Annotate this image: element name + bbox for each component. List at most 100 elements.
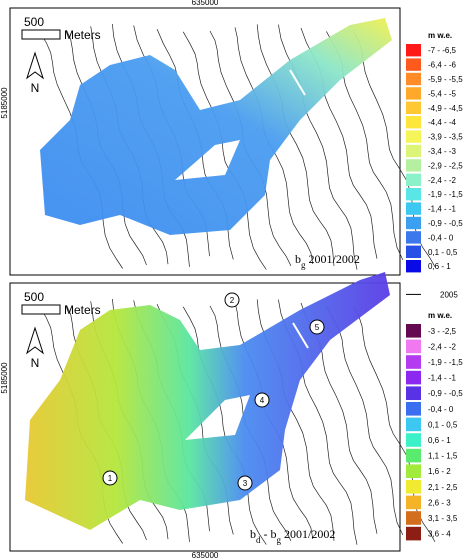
legend-label: -6,4 - -6 bbox=[428, 61, 457, 70]
legend-swatch bbox=[406, 216, 421, 230]
legend-label: -0,9 - -0,5 bbox=[428, 389, 463, 398]
contour bbox=[326, 306, 404, 536]
legend-swatch bbox=[406, 480, 421, 494]
legend-label: 0,6 - 1 bbox=[428, 262, 451, 271]
legend-title: m w.e. bbox=[428, 311, 452, 320]
marker bbox=[254, 392, 270, 408]
caption: bd - bg 2001/2002 bbox=[250, 527, 335, 545]
legend-swatch bbox=[406, 260, 421, 273]
legend-label: 3,1 - 3,5 bbox=[428, 514, 458, 523]
legend-label: 1,6 - 2 bbox=[428, 467, 451, 476]
scale-unit: Meters bbox=[64, 303, 101, 317]
front-2005 bbox=[289, 69, 306, 96]
caption-part: g bbox=[277, 535, 282, 545]
legend-label: 0,6 - 1 bbox=[428, 436, 451, 445]
legend-label: -2,9 - -2,5 bbox=[428, 161, 463, 170]
caption-part: g bbox=[301, 260, 306, 270]
legend-label: -3 - -2,5 bbox=[428, 327, 457, 336]
marker bbox=[309, 319, 325, 335]
caption-part: b bbox=[295, 252, 301, 266]
marker-label: 3 bbox=[243, 479, 248, 488]
caption-part: d bbox=[256, 535, 261, 545]
legend-swatch bbox=[406, 526, 421, 541]
axis-label: 5185000 bbox=[0, 362, 9, 394]
north-arrow bbox=[26, 326, 44, 355]
marker-label: 1 bbox=[108, 474, 113, 483]
legend-label: -1,4 - -1 bbox=[428, 374, 457, 383]
legend-label: 2,6 - 3 bbox=[428, 498, 451, 507]
legend-label: 2005 bbox=[440, 290, 458, 299]
legend-label: -3,4 - -3 bbox=[428, 147, 457, 156]
legend-label: -4,9 - -4,5 bbox=[428, 104, 463, 113]
legend-label: 2,1 - 2,5 bbox=[428, 483, 458, 492]
legend-swatch bbox=[406, 144, 421, 158]
north-arrow bbox=[26, 51, 44, 80]
legend-swatch bbox=[406, 448, 421, 463]
scale-bar bbox=[21, 304, 61, 315]
legend-swatch bbox=[406, 495, 421, 510]
scale-value: 500 bbox=[24, 15, 44, 29]
scale-unit: Meters bbox=[64, 28, 101, 42]
legend-label: 3,6 - 4 bbox=[428, 530, 451, 539]
scale-bar bbox=[21, 29, 61, 40]
legend-label: 0,1 - 0,5 bbox=[428, 420, 458, 429]
legend-label: -3,9 - -3,5 bbox=[428, 133, 463, 142]
front-2005 bbox=[292, 322, 309, 349]
axis-label: 635000 bbox=[192, 0, 219, 7]
north-label: N bbox=[31, 356, 40, 370]
north-label: N bbox=[31, 81, 40, 95]
legend-swatch bbox=[406, 202, 421, 215]
legend-label: -5,4 - -5 bbox=[428, 89, 457, 98]
legend-swatch bbox=[406, 72, 421, 86]
legend-swatch bbox=[406, 464, 421, 478]
legend-label: -2,4 - -2 bbox=[428, 342, 457, 351]
legend-swatch bbox=[406, 231, 421, 244]
axis-label: 635000 bbox=[192, 551, 219, 560]
legend-label: -5,9 - -5,5 bbox=[428, 75, 463, 84]
caption-part: b bbox=[250, 527, 256, 541]
legend-label: -1,4 - -1 bbox=[428, 205, 457, 214]
contour bbox=[182, 31, 267, 270]
legend-label: 0,1 - 0,5 bbox=[428, 248, 458, 257]
legend-swatch bbox=[406, 101, 421, 114]
marker bbox=[224, 292, 240, 308]
contour bbox=[256, 24, 335, 266]
legend-label: -2,4 - -2 bbox=[428, 176, 457, 185]
legend-swatch bbox=[406, 386, 421, 400]
legend-label: -0,4 - 0 bbox=[428, 233, 454, 242]
marker-label: 4 bbox=[260, 396, 265, 405]
legend-swatch bbox=[406, 130, 421, 143]
marker-label: 2 bbox=[230, 296, 235, 305]
legend-swatch bbox=[406, 87, 421, 100]
legend-swatch bbox=[406, 370, 421, 385]
marker bbox=[102, 470, 118, 486]
legend-label: -1,9 - -1,5 bbox=[428, 358, 463, 367]
legend-swatch bbox=[406, 433, 421, 447]
legend-swatch bbox=[406, 511, 421, 525]
legend-label: -0,9 - -0,5 bbox=[428, 219, 463, 228]
legend-swatch bbox=[406, 58, 421, 71]
legend-label: -1,9 - -1,5 bbox=[428, 190, 463, 199]
caption: bg 2001/2002 bbox=[295, 252, 360, 270]
caption-part: 2001/2002 bbox=[281, 527, 335, 541]
glacier-area bbox=[25, 272, 390, 530]
legend-label: -0,4 - 0 bbox=[428, 405, 454, 414]
legend-title: m w.e. bbox=[428, 31, 452, 40]
legend-label: -4,4 - -4 bbox=[428, 118, 457, 127]
caption-part: 2001/2002 bbox=[306, 252, 360, 266]
legend-label: 1,1 - 1,5 bbox=[428, 452, 458, 461]
contour bbox=[182, 306, 267, 545]
legend-swatch bbox=[406, 159, 421, 172]
legend-swatch bbox=[406, 44, 421, 57]
axis-label: 5185000 bbox=[0, 87, 9, 119]
glacier-area bbox=[40, 18, 392, 235]
legend-swatch bbox=[406, 402, 421, 416]
caption-part: - b bbox=[261, 527, 277, 541]
legend-swatch bbox=[406, 355, 421, 369]
legend-swatch bbox=[406, 324, 421, 338]
legend-label: -7 - -6,5 bbox=[428, 46, 457, 55]
marker-label: 5 bbox=[315, 323, 320, 332]
scale-value: 500 bbox=[24, 290, 44, 304]
